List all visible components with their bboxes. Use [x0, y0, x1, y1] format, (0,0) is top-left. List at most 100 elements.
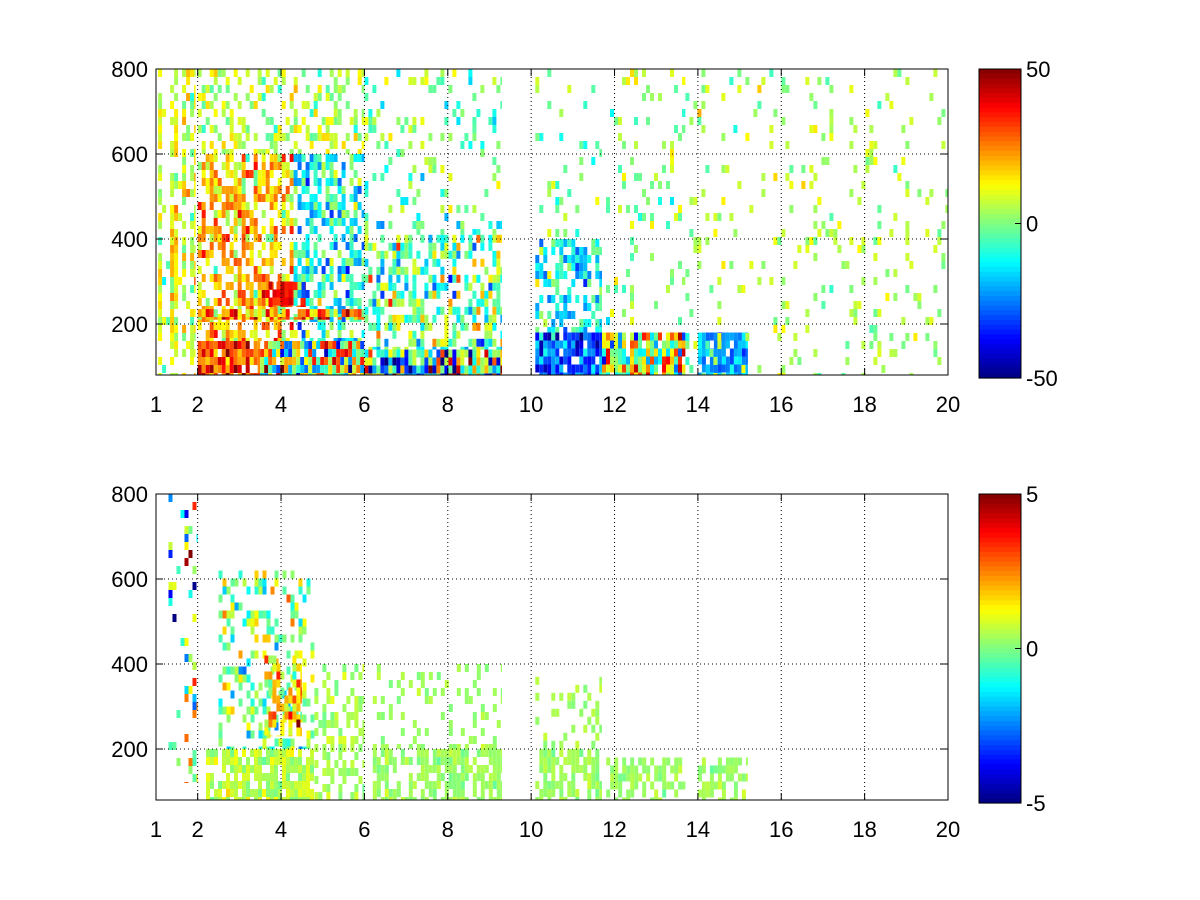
- heatmap-cell: [296, 735, 301, 737]
- heatmap-cell: [233, 93, 238, 101]
- heatmap-cell: [448, 773, 453, 781]
- heatmap-cell: [225, 170, 230, 178]
- heatmap-cell: [209, 242, 214, 250]
- colorbar-segment: [979, 324, 1021, 331]
- heatmap-cell: [238, 765, 242, 773]
- heatmap-cell: [547, 271, 552, 279]
- heatmap-cell: [741, 348, 746, 357]
- heatmap-cell: [741, 285, 746, 293]
- heatmap-cell: [241, 242, 246, 250]
- heatmap-cell: [353, 250, 358, 258]
- heatmap-cell: [336, 341, 341, 349]
- heatmap-cell: [290, 634, 295, 643]
- heatmap-cell: [361, 210, 365, 218]
- heatmap-cell: [551, 319, 556, 327]
- heatmap-cell: [392, 357, 397, 366]
- heatmap-cell: [404, 250, 409, 259]
- heatmap-cell: [436, 749, 441, 757]
- heatmap-cell: [420, 234, 425, 243]
- heatmap-cell: [440, 229, 445, 235]
- heatmap-cell: [392, 282, 397, 291]
- heatmap-cell: [324, 341, 329, 349]
- colorbar-segment: [979, 667, 1021, 674]
- heatmap-cell: [452, 242, 457, 251]
- heatmap-cell: [408, 744, 413, 749]
- heatmap-cell: [274, 789, 278, 797]
- heatmap-cell: [484, 349, 489, 358]
- colorbar-segment: [979, 542, 1021, 548]
- heatmap-cell: [317, 178, 322, 186]
- heatmap-cell: [432, 274, 437, 283]
- heatmap-cell: [571, 311, 576, 319]
- heatmap-cell: [741, 797, 746, 800]
- heatmap-cell: [642, 332, 646, 341]
- heatmap-cell: [384, 773, 389, 781]
- heatmap-cell: [444, 330, 449, 339]
- heatmap-cell: [205, 317, 210, 320]
- heatmap-cell: [201, 357, 206, 365]
- heatmap-cell: [937, 237, 942, 245]
- heatmap-cell: [221, 69, 226, 77]
- heatmap-cell: [269, 258, 274, 266]
- heatmap-cell: [292, 679, 297, 688]
- heatmap-cell: [480, 789, 485, 797]
- heatmap-cell: [213, 274, 218, 282]
- heatmap-cell: [388, 365, 393, 374]
- heatmap-cell: [380, 234, 385, 243]
- heatmap-cell: [174, 181, 179, 189]
- heatmap-cell: [420, 357, 425, 366]
- heatmap-cell: [192, 758, 197, 766]
- heatmap-cell: [286, 746, 291, 749]
- heatmap-cell: [334, 760, 339, 768]
- heatmap-cell: [583, 271, 588, 279]
- heatmap-cell: [650, 372, 654, 375]
- heatmap-cell: [349, 274, 354, 282]
- heatmap-cell: [925, 229, 930, 237]
- colorbar-segment: [979, 662, 1021, 669]
- heatmap-cell: [317, 154, 322, 162]
- heatmap-cell: [448, 373, 453, 375]
- heatmap-cell: [551, 781, 556, 789]
- heatmap-cell: [341, 85, 346, 93]
- heatmap-cell: [432, 338, 437, 347]
- heatmap-cell: [614, 285, 618, 293]
- heatmap-cell: [642, 372, 646, 375]
- heatmap-cell: [186, 189, 191, 197]
- heatmap-cell: [297, 149, 302, 154]
- heatmap-cell: [460, 221, 465, 229]
- colorbar-segment: [979, 590, 1021, 596]
- heatmap-cell: [456, 797, 461, 800]
- heatmap-cell: [266, 730, 271, 739]
- heatmap-cell: [237, 274, 242, 282]
- heatmap-cell: [302, 714, 307, 723]
- heatmap-cell: [264, 365, 269, 373]
- heatmap-cell: [865, 165, 870, 173]
- heatmap-cell: [408, 781, 413, 789]
- heatmap-cell: [249, 101, 254, 109]
- heatmap-cell: [306, 773, 310, 781]
- heatmap-cell: [761, 173, 766, 181]
- heatmap-cell: [713, 229, 718, 237]
- colorbar-segment: [979, 720, 1021, 727]
- heatmap-cell: [229, 357, 234, 365]
- heatmap-cell: [448, 274, 453, 283]
- heatmap-cell: [622, 332, 626, 341]
- heatmap-cell: [249, 330, 254, 338]
- heatmap-cell: [436, 365, 441, 374]
- heatmap-cell: [567, 348, 572, 357]
- heatmap-cell: [297, 309, 302, 318]
- heatmap-cell: [313, 266, 318, 274]
- heatmap-cell: [345, 101, 350, 109]
- heatmap-cell: [733, 372, 738, 375]
- heatmap-cell: [587, 279, 592, 287]
- heatmap-cell: [170, 261, 175, 269]
- heatmap-cell: [356, 349, 361, 357]
- heatmap-cell: [333, 170, 338, 178]
- heatmap-cell: [591, 311, 596, 319]
- heatmap-cell: [595, 255, 600, 263]
- heatmap-cell: [182, 293, 187, 301]
- heatmap-cell: [717, 372, 722, 375]
- x-tick-label: 10: [519, 392, 543, 417]
- heatmap-cell: [642, 93, 646, 101]
- heatmap-cell: [174, 349, 179, 357]
